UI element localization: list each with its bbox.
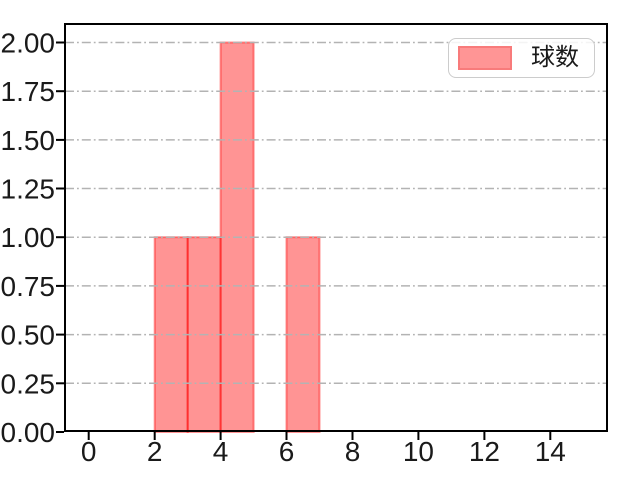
x-tick-label: 2 — [147, 436, 163, 467]
y-tick-label: 0.25 — [1, 368, 56, 399]
y-tick-label: 1.25 — [1, 174, 56, 205]
y-tick-label: 0.50 — [1, 320, 56, 351]
y-tick-label: 0.00 — [1, 417, 56, 448]
x-tick-label: 6 — [279, 436, 295, 467]
y-tick-label: 1.75 — [1, 76, 56, 107]
legend-swatch — [458, 46, 512, 70]
plot-border — [64, 23, 608, 432]
x-tick-label: 0 — [81, 436, 97, 467]
x-tick-label: 4 — [213, 436, 229, 467]
legend-label: 球数 — [531, 44, 579, 71]
y-tick-label: 0.75 — [1, 271, 56, 302]
x-tick-label: 12 — [469, 436, 500, 467]
x-tick-label: 8 — [345, 436, 361, 467]
y-tick-label: 1.50 — [1, 125, 56, 156]
y-tick-label: 2.00 — [1, 28, 56, 59]
x-tick-label: 10 — [403, 436, 434, 467]
y-tick-label: 1.00 — [1, 222, 56, 253]
x-tick-label: 14 — [535, 436, 566, 467]
legend: 球数 — [448, 38, 595, 78]
